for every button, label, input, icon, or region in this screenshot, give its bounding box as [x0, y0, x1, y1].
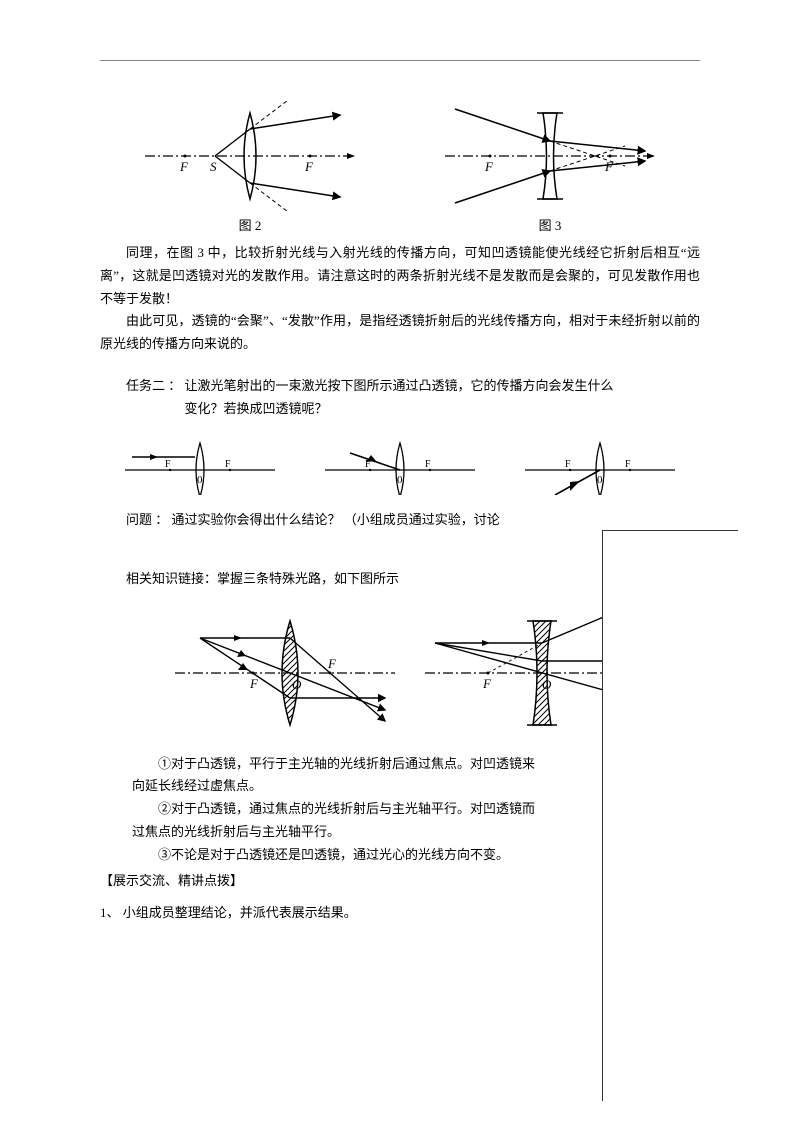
svg-text:F: F — [604, 159, 614, 174]
svg-text:F: F — [425, 459, 431, 470]
fig2-label: 图 2 — [239, 215, 262, 234]
svg-text:0: 0 — [597, 474, 603, 486]
task2-line1: 任务二 ： 让激光笔射出的一束激光按下图所示通过凸透镜，它的传播方向会发生什么 — [100, 374, 700, 397]
svg-text:S: S — [210, 159, 217, 174]
lens-small-1: F F 0 — [120, 435, 280, 495]
svg-text:O: O — [542, 677, 552, 692]
svg-text:0: 0 — [197, 474, 203, 486]
page: F S F — [0, 0, 800, 1132]
svg-text:F: F — [327, 656, 337, 671]
svg-text:0: 0 — [397, 474, 403, 486]
lens-small-2: F F 0 — [320, 435, 480, 495]
svg-text:F: F — [249, 676, 259, 691]
figure-3-svg: F F — [440, 101, 660, 211]
figure-labels-top: 图 2 图 3 — [100, 215, 700, 234]
svg-text:F: F — [179, 159, 189, 174]
figure-2-svg: F S F — [140, 101, 360, 211]
task2-line2: 变化？若换成凹透镜呢？ — [100, 397, 700, 420]
figure-row-top: F S F — [100, 101, 700, 211]
svg-text:F: F — [304, 159, 314, 174]
big-concave-svg: F O — [420, 603, 630, 733]
svg-text:F: F — [482, 676, 492, 691]
svg-text:F: F — [225, 459, 231, 470]
lens-row: F F 0 F F 0 F — [100, 435, 700, 495]
big-convex-svg: F F O — [170, 603, 400, 733]
question-line: 问题 ： 通过实验你会得出什么结论？ （小组成员通过实验，讨论 — [100, 509, 700, 528]
para-1: 同理，在图 3 中，比较折射光线与入射光线的传播方向，可知凹透镜能使光线经它折射… — [100, 242, 700, 310]
svg-text:F: F — [484, 159, 494, 174]
svg-text:F: F — [165, 459, 171, 470]
svg-text:F: F — [565, 459, 571, 470]
top-rule — [100, 60, 700, 61]
para-2: 由此可见，透镜的“会聚”、“发散”作用，是指经透镜折射后的光线传播方向，相对于未… — [100, 310, 700, 356]
fig3-label: 图 3 — [539, 215, 562, 234]
svg-text:F: F — [625, 459, 631, 470]
scan-mask — [602, 530, 738, 1101]
svg-text:O: O — [292, 677, 302, 692]
lens-small-3: F F 0 — [520, 435, 680, 495]
